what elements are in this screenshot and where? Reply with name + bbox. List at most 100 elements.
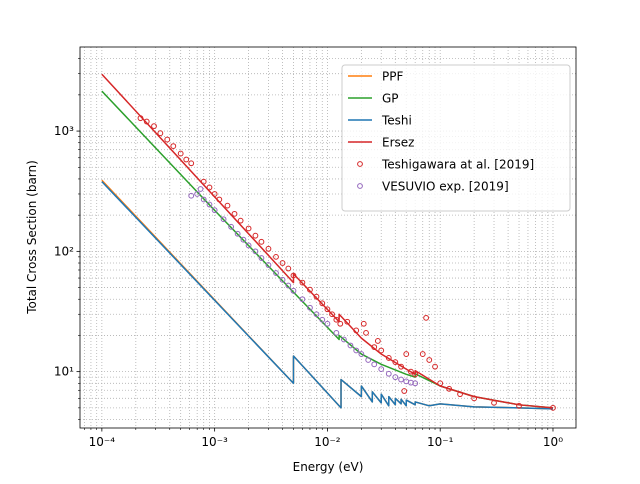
data-point bbox=[211, 191, 218, 197]
data-point bbox=[157, 130, 164, 137]
data-point bbox=[245, 242, 252, 249]
data-point bbox=[299, 279, 306, 286]
data-point bbox=[137, 115, 144, 122]
data-point bbox=[337, 320, 344, 327]
data-point bbox=[252, 232, 259, 239]
data-point bbox=[324, 306, 331, 313]
x-axis-label: Energy (eV) bbox=[293, 460, 364, 474]
data-point bbox=[290, 272, 297, 279]
data-point bbox=[319, 316, 326, 323]
data-point bbox=[206, 184, 213, 191]
x-tick-label: 10⁻⁴ bbox=[89, 435, 116, 449]
plot-area bbox=[101, 73, 556, 411]
data-point bbox=[183, 156, 190, 163]
data-point bbox=[371, 344, 378, 350]
data-point bbox=[403, 351, 410, 357]
data-point bbox=[265, 262, 272, 268]
data-point bbox=[437, 380, 444, 387]
data-point bbox=[333, 329, 340, 336]
series-line bbox=[101, 181, 554, 410]
data-point bbox=[385, 355, 392, 361]
y-tick-label: 10² bbox=[54, 244, 74, 258]
data-point bbox=[398, 376, 404, 383]
data-point bbox=[313, 293, 320, 300]
data-point bbox=[324, 320, 331, 327]
data-point bbox=[237, 217, 244, 224]
data-point bbox=[365, 357, 372, 363]
legend-label: PPF bbox=[382, 70, 403, 84]
data-point bbox=[177, 150, 184, 157]
data-point bbox=[170, 143, 177, 150]
data-point bbox=[200, 178, 207, 185]
legend-marker bbox=[357, 161, 363, 167]
data-point bbox=[200, 196, 207, 203]
data-point bbox=[245, 225, 252, 232]
y-tick-label: 10³ bbox=[54, 124, 74, 138]
data-point bbox=[299, 296, 306, 303]
data-point bbox=[285, 282, 292, 289]
data-point bbox=[194, 191, 201, 197]
data-point bbox=[273, 270, 279, 276]
data-point bbox=[412, 380, 419, 387]
data-point bbox=[385, 370, 392, 377]
y-tick-label: 10¹ bbox=[54, 365, 74, 379]
data-point bbox=[412, 371, 419, 378]
data-point bbox=[471, 395, 478, 402]
data-point bbox=[353, 347, 360, 354]
data-point bbox=[371, 361, 378, 368]
data-point bbox=[211, 207, 218, 214]
data-point bbox=[164, 136, 171, 143]
data-point bbox=[307, 304, 313, 311]
data-point bbox=[258, 238, 265, 245]
data-point bbox=[401, 388, 408, 394]
data-point bbox=[353, 327, 360, 334]
data-point bbox=[265, 245, 272, 252]
data-point bbox=[220, 216, 227, 223]
x-tick-label: 10⁻² bbox=[314, 435, 341, 449]
x-tick-label: 10⁻³ bbox=[201, 435, 228, 449]
data-point bbox=[224, 202, 231, 209]
data-point bbox=[360, 320, 367, 327]
data-point bbox=[426, 357, 433, 363]
data-point bbox=[333, 316, 340, 323]
data-point bbox=[423, 314, 430, 321]
data-point bbox=[344, 318, 351, 325]
data-point bbox=[240, 236, 247, 243]
data-point bbox=[231, 210, 238, 217]
y-axis-label: Total Cross Section (barn) bbox=[25, 160, 39, 315]
data-point bbox=[279, 276, 286, 283]
legend-label: GP bbox=[382, 92, 399, 106]
data-point bbox=[516, 402, 522, 409]
data-point bbox=[550, 404, 556, 411]
data-point bbox=[290, 287, 297, 294]
data-point bbox=[457, 391, 463, 398]
data-point bbox=[363, 329, 369, 336]
data-point bbox=[279, 260, 286, 266]
legend-marker bbox=[357, 183, 363, 189]
legend-label: VESUVIO exp. [2019] bbox=[382, 180, 509, 194]
data-point bbox=[252, 248, 259, 255]
data-point bbox=[340, 336, 347, 343]
data-point bbox=[419, 351, 426, 357]
legend-box bbox=[341, 64, 571, 212]
legend-label: Teshi bbox=[381, 114, 412, 128]
data-point bbox=[143, 118, 150, 125]
axes-frame bbox=[79, 46, 577, 429]
data-point bbox=[378, 347, 385, 354]
data-point bbox=[258, 255, 265, 261]
data-point bbox=[358, 351, 365, 357]
data-point bbox=[206, 201, 213, 208]
data-point bbox=[228, 223, 235, 230]
series-line bbox=[101, 73, 554, 409]
data-point bbox=[188, 192, 195, 199]
data-point bbox=[319, 300, 326, 307]
data-point bbox=[273, 253, 279, 260]
data-point bbox=[446, 385, 453, 392]
data-point bbox=[432, 363, 438, 370]
data-point bbox=[197, 186, 204, 192]
data-point bbox=[392, 374, 399, 381]
x-tick-label: 10⁰ bbox=[543, 435, 563, 449]
data-point bbox=[216, 196, 223, 203]
data-point bbox=[374, 338, 381, 344]
